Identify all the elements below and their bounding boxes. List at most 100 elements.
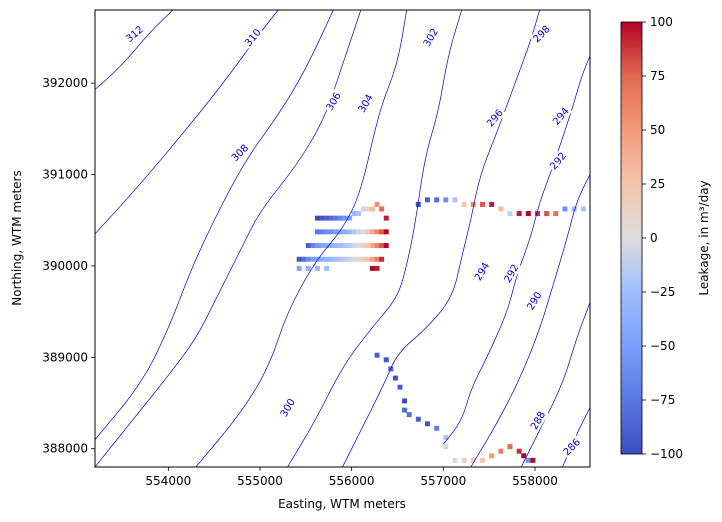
leakage-cell <box>365 206 371 212</box>
y-tick-label: 392000 <box>42 76 88 90</box>
leakage-cell <box>365 243 371 249</box>
leakage-cell <box>319 215 325 221</box>
leakage-cell <box>315 243 320 249</box>
leakage-cell <box>337 256 343 262</box>
leakage-cell <box>374 201 380 207</box>
leakage-cells <box>296 197 586 463</box>
leakage-cell <box>461 457 467 463</box>
colorbar-tick-label: 25 <box>650 177 665 191</box>
x-tick-label: 554000 <box>145 474 191 488</box>
leakage-cell <box>489 453 495 459</box>
contour-label-background <box>559 434 584 459</box>
contour-label-background <box>122 22 147 46</box>
leakage-cell <box>315 256 320 262</box>
leakage-cell <box>562 206 568 212</box>
leakage-cell <box>434 197 440 203</box>
leakage-cell <box>342 256 348 262</box>
leakage-cell <box>337 229 343 235</box>
leakage-cell <box>544 211 550 217</box>
leakage-cell <box>333 256 339 262</box>
leakage-cell <box>351 211 357 217</box>
leakage-cell <box>392 375 398 381</box>
leakage-cell <box>374 256 380 262</box>
leakage-cell <box>351 229 357 235</box>
leakage-cell <box>365 256 371 262</box>
contour-label-background <box>483 105 507 131</box>
leakage-cell <box>374 229 380 235</box>
colorbar-tick-label: 75 <box>650 69 665 83</box>
leakage-cell <box>498 206 504 212</box>
leakage-cell <box>443 435 449 440</box>
plot-area <box>95 10 590 467</box>
leakage-cell <box>319 243 325 249</box>
leakage-cell <box>305 243 311 249</box>
contour-label-background <box>241 25 265 50</box>
leakage-cell <box>333 229 339 235</box>
leakage-cell <box>342 229 348 235</box>
leakage-cell <box>342 215 348 221</box>
contour-label-background <box>523 288 545 314</box>
leakage-cell <box>374 243 380 249</box>
leakage-cell <box>337 215 343 221</box>
contour-label-background <box>471 258 493 284</box>
contour-line-300 <box>342 10 540 467</box>
leakage-cell <box>425 197 430 203</box>
leakage-cell <box>305 265 311 271</box>
leakage-cell <box>525 211 531 217</box>
leakage-cell <box>328 215 334 221</box>
colorbar-tick-label: −100 <box>650 447 683 461</box>
leakage-cell <box>347 256 353 262</box>
leakage-cell <box>347 215 353 221</box>
contour-label-background <box>549 103 573 129</box>
contour-line-312 <box>95 10 174 90</box>
leakage-cell <box>470 201 476 207</box>
leakage-cell <box>310 256 316 262</box>
leakage-cell <box>406 412 412 418</box>
leakage-cell <box>434 425 440 431</box>
contour-label-background <box>322 88 344 114</box>
leakage-cell <box>360 256 366 262</box>
x-axis-label: Easting, WTM meters <box>278 497 406 511</box>
leakage-cell <box>443 444 449 450</box>
leakage-cell <box>356 256 362 262</box>
leakage-cell <box>461 201 467 207</box>
leakage-cell <box>507 211 513 217</box>
x-tick-label: 558000 <box>512 474 558 488</box>
colorbar <box>620 21 643 455</box>
leakage-cell <box>324 265 330 271</box>
y-tick-label: 388000 <box>42 442 88 456</box>
leakage-cell <box>370 256 375 262</box>
x-tick-label: 557000 <box>420 474 466 488</box>
leakage-cell <box>443 197 449 203</box>
leakage-cell <box>360 243 366 249</box>
leakage-cell <box>516 211 522 217</box>
colorbar-tick-label: −75 <box>650 393 675 407</box>
contour-label-background <box>419 24 442 50</box>
leakage-cell <box>356 243 362 249</box>
contour-label-background <box>529 21 554 46</box>
leakage-cell <box>498 448 504 454</box>
leakage-cell <box>370 206 375 212</box>
x-tick-label: 555000 <box>237 474 283 488</box>
leakage-cell <box>337 243 343 249</box>
contour-line-304 <box>195 10 408 467</box>
contour-line-306 <box>95 10 362 467</box>
leakage-cell <box>328 256 334 262</box>
leakage-cell <box>553 211 559 217</box>
leakage-cell <box>356 211 362 217</box>
leakage-cell <box>525 457 531 463</box>
leakage-cell <box>383 229 389 235</box>
leakage-cell <box>452 457 458 463</box>
leakage-cell <box>374 265 380 271</box>
colorbar-tick-label: −50 <box>650 339 675 353</box>
leakage-cell <box>470 457 476 463</box>
leakage-cell <box>379 243 385 249</box>
leakage-cell <box>374 352 380 358</box>
contour-label-background <box>354 90 377 116</box>
contour-line-308 <box>95 10 334 440</box>
y-axis-ticks: 388000 389000 390000 391000 392000 <box>42 76 95 456</box>
leakage-cell <box>521 453 527 459</box>
leakage-cell <box>296 256 302 262</box>
leakage-cell <box>324 215 330 221</box>
